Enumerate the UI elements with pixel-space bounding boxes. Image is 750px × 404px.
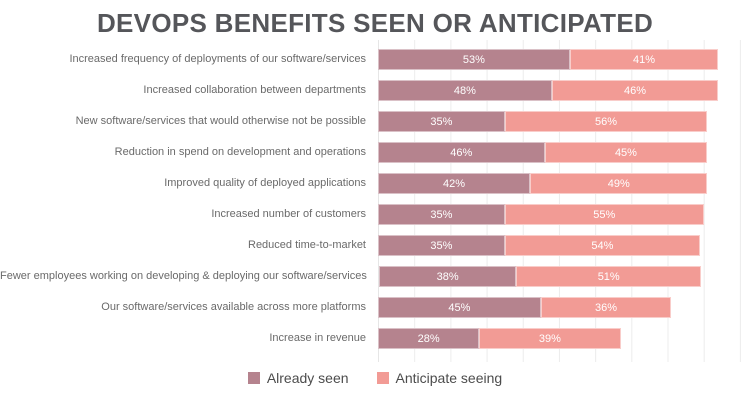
bar-value-label: 53% — [462, 53, 485, 66]
bar-segment-already-seen: 42% — [378, 173, 531, 194]
bar-segment-anticipate-seeing: 45% — [544, 142, 708, 163]
bar-value-label: 54% — [591, 239, 614, 252]
bar-segment-anticipate-seeing: 54% — [504, 235, 701, 256]
bar-segment-already-seen: 46% — [378, 142, 545, 163]
bar-segment-already-seen: 53% — [378, 49, 570, 70]
chart-row: New software/services that would otherwi… — [0, 106, 750, 137]
bar-track: 35% 56% — [378, 111, 740, 132]
legend-swatch-already-seen — [247, 372, 260, 384]
chart-row: Increase in revenue 28% 39% — [0, 323, 750, 354]
bar-value-label: 35% — [430, 239, 453, 252]
bar-value-label: 42% — [443, 177, 466, 190]
stacked-bar-chart: Increased frequency of deployments of ou… — [0, 40, 750, 362]
chart-row: Increased frequency of deployments of ou… — [0, 44, 750, 75]
bar-segment-already-seen: 28% — [378, 328, 480, 349]
bar-segment-anticipate-seeing: 46% — [551, 80, 719, 101]
category-label: Increased collaboration between departme… — [143, 84, 366, 96]
legend-label-already-seen: Already seen — [266, 370, 349, 386]
bar-value-label: 45% — [614, 146, 637, 159]
bar-track: 42% 49% — [378, 173, 740, 194]
bar-segment-anticipate-seeing: 39% — [479, 328, 621, 349]
bar-segment-anticipate-seeing: 41% — [569, 49, 719, 70]
bar-value-label: 39% — [538, 332, 561, 345]
bar-value-label: 41% — [633, 53, 656, 66]
bar-segment-already-seen: 48% — [378, 80, 552, 101]
bar-track: 45% 36% — [378, 297, 740, 318]
category-label: Reduced time-to-market — [248, 239, 366, 251]
bar-segment-anticipate-seeing: 55% — [504, 204, 704, 225]
bar-segment-already-seen: 35% — [378, 111, 505, 132]
bar-value-label: 48% — [453, 84, 476, 97]
category-label: New software/services that would otherwi… — [75, 115, 366, 127]
bar-value-label: 45% — [448, 301, 471, 314]
bar-value-label: 28% — [417, 332, 440, 345]
bar-value-label: 46% — [623, 84, 647, 97]
bar-value-label: 56% — [595, 115, 618, 128]
chart-row: Fewer employees working on developing & … — [0, 261, 750, 292]
chart-title: DEVOPS BENEFITS SEEN OR ANTICIPATED — [96, 8, 654, 38]
chart-row: Reduction in spend on development and op… — [0, 137, 750, 168]
bar-segment-already-seen: 38% — [378, 266, 517, 287]
bar-segment-anticipate-seeing: 36% — [540, 297, 672, 318]
bar-segment-anticipate-seeing: 49% — [530, 173, 708, 194]
legend-swatch-anticipate-seeing — [376, 372, 389, 384]
bar-value-label: 55% — [593, 208, 616, 221]
bar-segment-anticipate-seeing: 51% — [516, 266, 702, 287]
bar-track: 46% 45% — [378, 142, 740, 163]
category-label: Increase in revenue — [269, 332, 366, 344]
category-label: Our software/services available across m… — [101, 301, 366, 313]
legend-label-anticipate-seeing: Anticipate seeing — [395, 370, 503, 386]
legend-item-anticipate-seeing: Anticipate seeing — [376, 370, 503, 386]
legend: Already seen Anticipate seeing — [0, 370, 750, 386]
bar-value-label: 35% — [430, 208, 453, 221]
bar-track: 28% 39% — [378, 328, 740, 349]
bar-value-label: 51% — [597, 270, 620, 283]
chart-row: Increased collaboration between departme… — [0, 75, 750, 106]
chart-row: Reduced time-to-market 35% 54% — [0, 230, 750, 261]
legend-item-already-seen: Already seen — [247, 370, 349, 386]
chart-row: Our software/services available across m… — [0, 292, 750, 323]
chart-row: Improved quality of deployed application… — [0, 168, 750, 199]
bar-segment-already-seen: 35% — [378, 204, 505, 225]
bar-value-label: 35% — [430, 115, 453, 128]
bar-track: 35% 55% — [378, 204, 740, 225]
bar-value-label: 46% — [450, 146, 473, 159]
bar-track: 48% 46% — [378, 80, 740, 101]
category-label: Fewer employees working on developing & … — [0, 270, 367, 282]
chart-row: Increased number of customers 35% 55% — [0, 199, 750, 230]
bar-segment-anticipate-seeing: 56% — [504, 111, 708, 132]
category-label: Improved quality of deployed application… — [164, 177, 366, 189]
bar-value-label: 38% — [436, 270, 459, 283]
category-label: Increased frequency of deployments of ou… — [69, 53, 366, 65]
bar-track: 38% 51% — [378, 266, 741, 287]
bar-segment-already-seen: 45% — [378, 297, 541, 318]
bar-value-label: 36% — [595, 301, 618, 314]
category-label: Reduction in spend on development and op… — [114, 146, 366, 158]
bar-track: 53% 41% — [378, 49, 740, 70]
category-label: Increased number of customers — [211, 208, 366, 220]
chart-rows: Increased frequency of deployments of ou… — [0, 44, 750, 354]
bar-segment-already-seen: 35% — [378, 235, 505, 256]
bar-track: 35% 54% — [378, 235, 740, 256]
bar-value-label: 49% — [607, 177, 630, 190]
